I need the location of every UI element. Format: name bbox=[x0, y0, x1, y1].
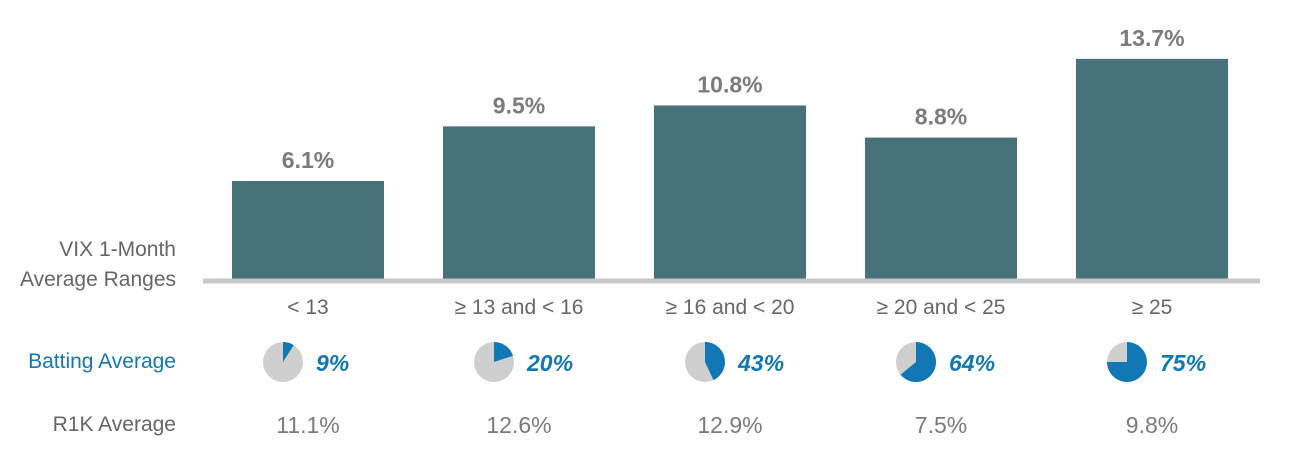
batting-average-value-2: 20% bbox=[526, 350, 573, 376]
bars-group bbox=[232, 58, 1228, 280]
batting-average-value-5: 75% bbox=[1160, 350, 1206, 376]
batting-average-value-3: 43% bbox=[737, 350, 784, 376]
bar-value-label-3: 10.8% bbox=[697, 71, 762, 97]
category-label-5: ≥ 25 bbox=[1132, 296, 1173, 319]
batting-average-label: Batting Average bbox=[28, 350, 176, 373]
bar-value-label-2: 9.5% bbox=[493, 92, 545, 118]
labels-group: 6.1% < 13 9% 11.1% 9.5% ≥ 13 and < 16 20% 12.6%… bbox=[276, 25, 1206, 438]
batting-average-value-4: 64% bbox=[949, 350, 995, 376]
batting-pie-slice-3 bbox=[705, 342, 726, 381]
bar-value-label-4: 8.8% bbox=[915, 104, 967, 130]
batting-pies-group bbox=[263, 342, 1147, 382]
batting-pie-slice-5 bbox=[1107, 342, 1147, 382]
bar-value-label-1: 6.1% bbox=[282, 147, 334, 173]
r1k-average-value-1: 11.1% bbox=[276, 412, 340, 438]
category-label-1: < 13 bbox=[287, 296, 328, 319]
r1k-average-value-2: 12.6% bbox=[486, 412, 551, 438]
bar-1 bbox=[232, 180, 384, 279]
category-label-3: ≥ 16 and < 20 bbox=[666, 296, 795, 319]
batting-pie-slice-2 bbox=[494, 342, 514, 362]
axis-label-line-2: Average Ranges bbox=[20, 268, 176, 291]
bar-4 bbox=[865, 137, 1017, 279]
category-label-4: ≥ 20 and < 25 bbox=[877, 296, 1006, 319]
r1k-average-value-3: 12.9% bbox=[697, 412, 762, 438]
bar-2 bbox=[443, 126, 595, 280]
category-label-2: ≥ 13 and < 16 bbox=[455, 296, 584, 319]
bar-value-label-5: 13.7% bbox=[1119, 25, 1184, 51]
axis-label-line-1: VIX 1-Month bbox=[59, 238, 176, 261]
bar-3 bbox=[654, 105, 806, 279]
r1k-average-value-5: 9.8% bbox=[1126, 412, 1178, 438]
batting-pie-slice-4 bbox=[900, 342, 936, 382]
r1k-average-value-4: 7.5% bbox=[915, 412, 967, 438]
batting-pie-slice-1 bbox=[283, 342, 294, 362]
r1k-average-label: R1K Average bbox=[53, 413, 176, 436]
batting-average-value-1: 9% bbox=[316, 350, 349, 376]
bar-5 bbox=[1076, 58, 1228, 280]
